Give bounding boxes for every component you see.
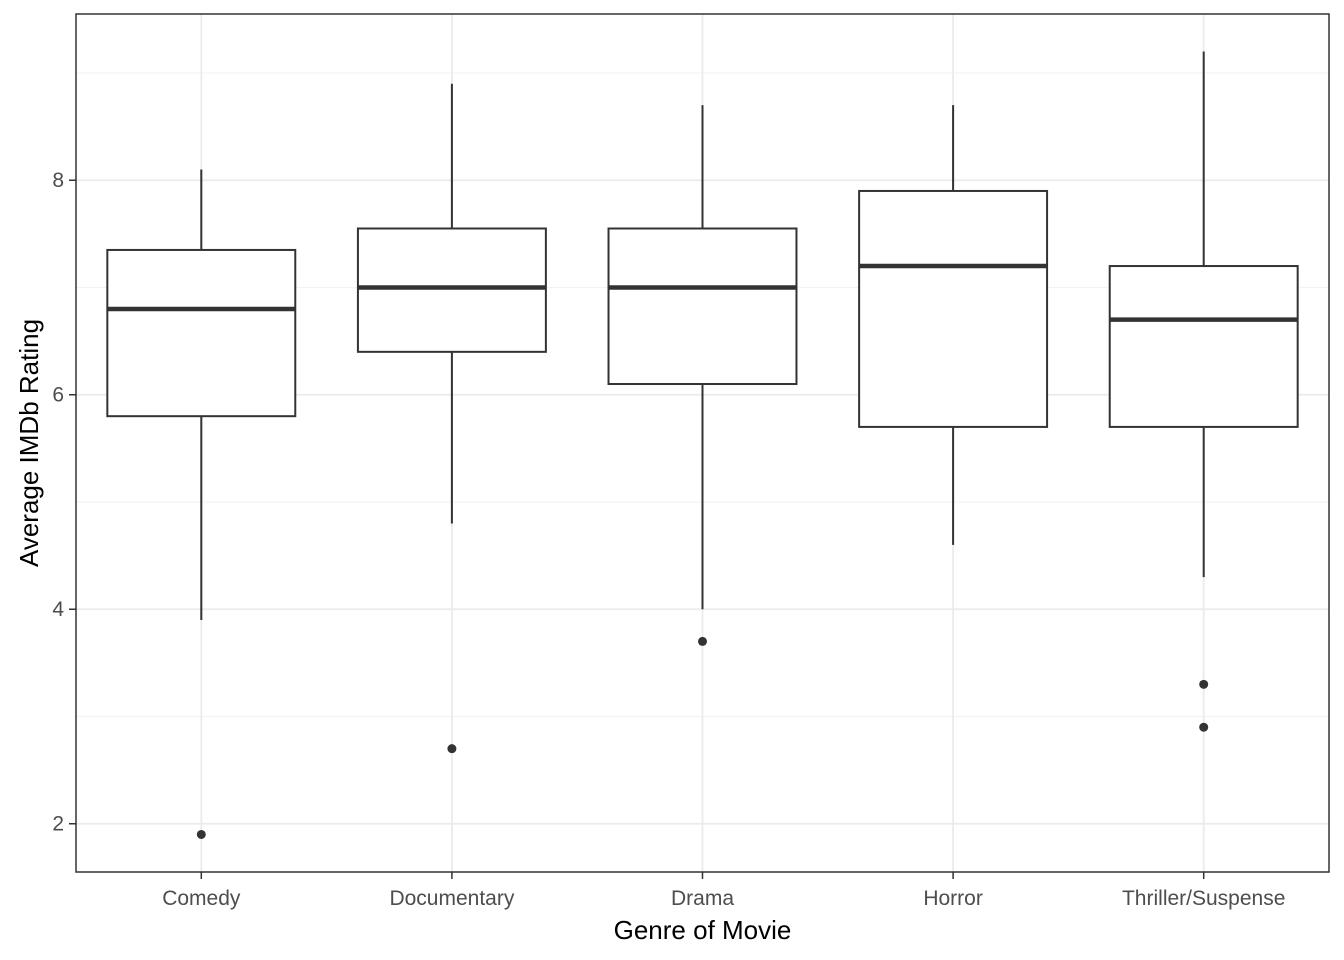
outlier-point-comedy bbox=[196, 829, 206, 839]
box-horror bbox=[858, 189, 1049, 428]
box-layer bbox=[106, 51, 1299, 839]
x-tick-label: Horror bbox=[923, 887, 983, 910]
box-documentary bbox=[356, 227, 547, 353]
y-tick-label: 4 bbox=[52, 598, 64, 621]
box-comedy bbox=[106, 248, 297, 418]
box-drama bbox=[607, 227, 798, 386]
outlier-point-thriller-suspense bbox=[1199, 722, 1209, 732]
outlier-point-drama bbox=[698, 636, 707, 646]
x-tick-label: Documentary bbox=[389, 887, 514, 910]
y-axis-title: Average IMDb Rating bbox=[14, 319, 44, 567]
x-tick-label: Drama bbox=[671, 887, 734, 910]
y-tick-label: 6 bbox=[52, 384, 64, 407]
y-tick-label: 2 bbox=[52, 813, 64, 836]
x-tick-label: Comedy bbox=[162, 887, 241, 910]
outlier-point-documentary bbox=[447, 744, 457, 754]
x-axis-title: Genre of Movie bbox=[614, 915, 792, 945]
box-thriller-suspense bbox=[1108, 265, 1299, 428]
tick-layer: 2 4 6 8 Comedy Documentary Drama Horror Thriller… bbox=[52, 169, 1285, 910]
x-tick-label: Thriller/Suspense bbox=[1122, 887, 1285, 910]
outlier-point-thriller-suspense bbox=[1199, 679, 1209, 689]
y-tick-label: 8 bbox=[52, 169, 64, 192]
